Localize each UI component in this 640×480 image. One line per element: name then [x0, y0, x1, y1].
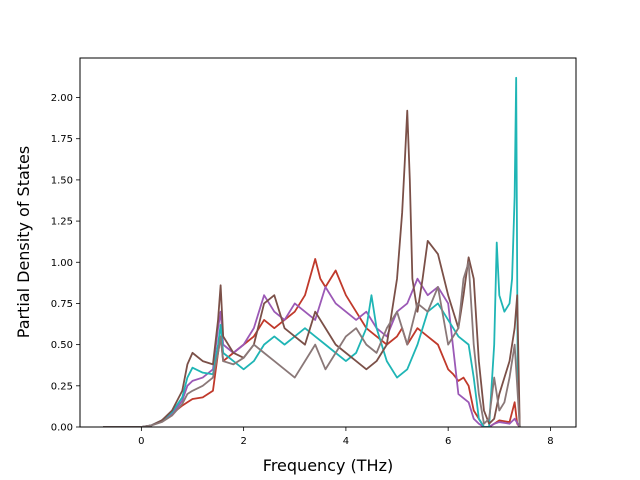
- x-axis-label: Frequency (THz): [263, 456, 393, 475]
- series-line-2: [103, 277, 521, 427]
- series-line-5: [103, 261, 521, 427]
- tick-layer: 0 2 4 6 8 0.00 0.25 0.50 0.75 1.00 1.25 1.50 1.75 2.0…: [51, 93, 554, 447]
- y-tick-label: 1.50: [51, 175, 73, 186]
- y-tick-label: 0.00: [51, 423, 73, 434]
- y-tick-label: 2.00: [51, 93, 73, 104]
- y-tick-label: 1.25: [51, 217, 73, 228]
- plot-frame: [79, 57, 577, 428]
- y-tick-label: 0.50: [51, 340, 73, 351]
- series-line-1: [103, 258, 521, 427]
- y-tick-label: 0.25: [51, 381, 73, 392]
- x-tick-label: 8: [547, 436, 553, 447]
- series-layer: [103, 76, 521, 427]
- y-tick-label: 1.00: [51, 258, 73, 269]
- x-tick-label: 0: [138, 436, 144, 447]
- y-axis-label: Partial Density of States: [14, 146, 33, 338]
- x-tick-label: 2: [240, 436, 246, 447]
- y-tick-label: 0.75: [51, 299, 73, 310]
- plot-area: [80, 58, 576, 427]
- x-tick-label: 4: [343, 436, 349, 447]
- series-line-4: [103, 109, 521, 427]
- x-tick-label: 6: [445, 436, 451, 447]
- y-tick-label: 1.75: [51, 134, 73, 145]
- series-line-3: [103, 76, 521, 427]
